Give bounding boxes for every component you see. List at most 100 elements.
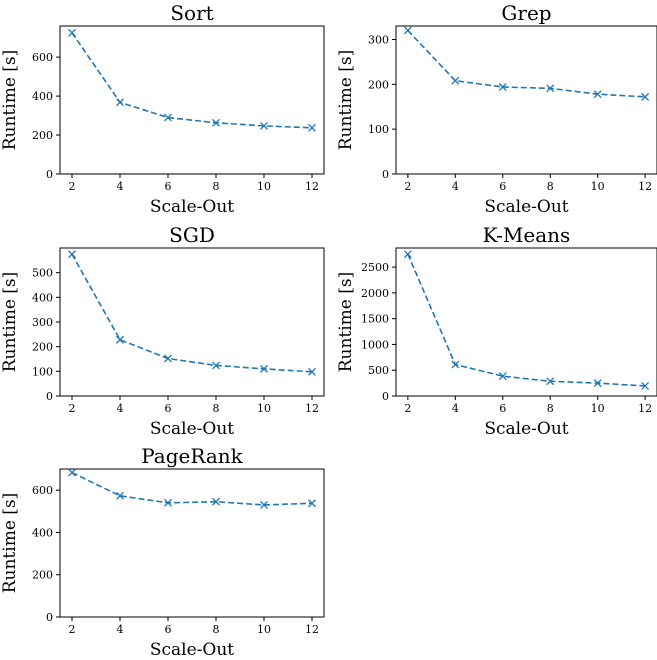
marker-stroke: [308, 367, 316, 376]
data-point-marker: [68, 250, 76, 259]
x-tick-label: 4: [117, 623, 124, 636]
marker-stroke: [116, 335, 124, 344]
marker-stroke: [308, 499, 316, 508]
y-tick-label: 0: [382, 390, 389, 403]
marker-stroke: [260, 364, 268, 373]
data-point-marker: [593, 379, 602, 388]
marker-stroke: [641, 92, 650, 101]
marker-stroke: [403, 250, 412, 259]
y-tick-label: 2500: [361, 261, 389, 274]
data-point-marker: [164, 354, 172, 363]
y-tick-label: 200: [32, 569, 53, 582]
y-tick-label: 1000: [361, 338, 389, 351]
y-tick-label: 0: [46, 168, 53, 181]
x-tick-label: 10: [591, 180, 605, 193]
plot-frame: [59, 247, 325, 397]
data-point-marker: [164, 113, 172, 122]
chart-pagerank: PageRank 2 4 6 8 10 12 0 200 400 600 Scale-Out Runti…: [0, 444, 325, 660]
marker-stroke: [260, 121, 268, 130]
data-point-marker: [260, 364, 268, 373]
marker-stroke: [68, 28, 76, 37]
data-point-marker: [403, 250, 412, 259]
data-point-marker: [164, 498, 172, 507]
data-point-marker: [116, 491, 124, 500]
data-point-marker: [451, 76, 460, 85]
chart-title: K-Means: [483, 223, 571, 247]
marker-stroke: [116, 491, 124, 500]
y-tick-label: 300: [32, 316, 53, 329]
marker-stroke: [593, 90, 602, 99]
marker-stroke: [403, 26, 412, 35]
x-tick-label: 6: [165, 623, 172, 636]
y-tick-label: 1500: [361, 313, 389, 326]
x-axis-label: Scale-Out: [150, 197, 234, 217]
x-tick-label: 2: [69, 623, 76, 636]
plot-frame: [395, 25, 657, 175]
y-tick-label: 400: [32, 291, 53, 304]
plot-frame: [59, 468, 325, 618]
marker-stroke: [546, 377, 555, 386]
data-point-marker: [308, 123, 316, 132]
y-tick-label: 400: [32, 90, 53, 103]
x-tick-label: 12: [305, 623, 319, 636]
y-tick-label: 500: [368, 364, 389, 377]
x-tick-label: 8: [213, 623, 220, 636]
x-tick-label: 2: [404, 402, 411, 415]
y-tick-label: 100: [32, 365, 53, 378]
marker-stroke: [68, 468, 76, 477]
series-line: [71, 471, 313, 506]
y-tick-label: 100: [368, 123, 389, 136]
x-tick-label: 6: [499, 180, 506, 193]
data-point-marker: [593, 90, 602, 99]
y-tick-label: 0: [46, 390, 53, 403]
x-tick-label: 4: [452, 402, 459, 415]
x-axis-label: Scale-Out: [150, 640, 234, 660]
x-tick-label: 2: [69, 180, 76, 193]
data-point-marker: [641, 92, 650, 101]
marker-stroke: [498, 83, 507, 91]
data-point-marker: [212, 361, 220, 370]
x-tick-label: 8: [213, 402, 220, 415]
marker-stroke: [641, 381, 650, 390]
data-point-marker: [546, 84, 555, 93]
data-point-marker: [308, 499, 316, 508]
y-axis-label: Runtime [s]: [0, 50, 20, 151]
chart-sort: Sort 2 4 6 8 10 12 0 200 400 600 Scale-Out Runtime […: [0, 1, 325, 217]
data-point-marker: [116, 98, 124, 107]
x-tick-label: 10: [257, 623, 271, 636]
data-point-marker: [260, 500, 268, 509]
y-tick-label: 200: [368, 78, 389, 91]
x-tick-label: 12: [305, 402, 319, 415]
chart-sgd: SGD 2 4 6 8 10 12 0 100 200 300 400 500 Scale-Out Runt…: [0, 223, 325, 439]
marker-stroke: [260, 500, 268, 509]
marker-stroke: [546, 84, 555, 93]
y-tick-label: 0: [46, 611, 53, 624]
chart-title: Grep: [501, 1, 551, 25]
y-tick-label: 2000: [361, 287, 389, 300]
data-point-marker: [546, 377, 555, 386]
marker-stroke: [451, 360, 460, 369]
y-axis-label: Runtime [s]: [336, 272, 356, 373]
series-line: [407, 29, 646, 98]
x-tick-label: 6: [499, 402, 506, 415]
x-tick-label: 4: [117, 180, 124, 193]
data-point-marker: [498, 83, 507, 91]
marker-stroke: [164, 113, 172, 122]
x-tick-label: 8: [547, 180, 554, 193]
data-point-marker: [308, 367, 316, 376]
marker-stroke: [212, 118, 220, 127]
y-tick-label: 600: [32, 51, 53, 64]
data-point-marker: [498, 372, 507, 381]
marker-stroke: [308, 123, 316, 132]
series-line: [71, 32, 313, 129]
chart-title: Sort: [170, 1, 213, 25]
y-tick-label: 300: [368, 33, 389, 46]
marker-stroke: [164, 354, 172, 363]
y-tick-label: 500: [32, 267, 53, 280]
x-tick-label: 12: [638, 180, 652, 193]
data-point-marker: [641, 381, 650, 390]
x-tick-label: 10: [257, 402, 271, 415]
marker-stroke: [116, 98, 124, 107]
x-tick-label: 2: [404, 180, 411, 193]
data-point-marker: [68, 468, 76, 477]
